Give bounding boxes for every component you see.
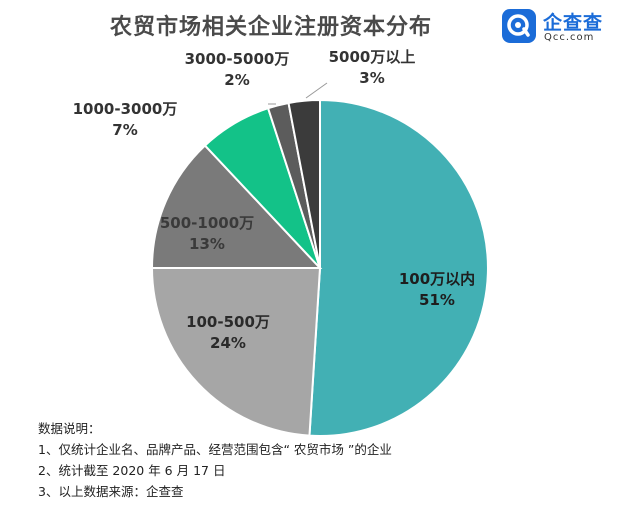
- data-notes: 数据说明： 1、仅统计企业名、品牌产品、经营范围包含“ 农贸市场 ”的企业 2、…: [38, 418, 392, 502]
- chart-title: 农贸市场相关企业注册资本分布: [110, 15, 433, 40]
- slice-percent-1: 51%: [419, 291, 455, 309]
- slice-label-2: 100-500万: [186, 313, 270, 331]
- slice-label-6: 5000万以上: [329, 48, 416, 66]
- pie-slice-1: [308, 98, 489, 437]
- pie-slice-6: [287, 98, 321, 269]
- leader-line-6: [305, 82, 328, 99]
- slice-label-4: 1000-3000万: [73, 100, 178, 118]
- pie-slice-3: [150, 144, 323, 269]
- qcc-logo: 企查查 Qcc.com: [497, 6, 637, 48]
- slice-label-3: 500-1000万: [160, 214, 254, 232]
- qcc-logo-icon: [502, 9, 536, 43]
- slice-percent-5: 2%: [224, 71, 249, 89]
- logo-sub: Qcc.com: [544, 32, 595, 43]
- slice-percent-3: 13%: [189, 235, 225, 253]
- note-line-3: 3、以上数据来源：企查查: [38, 484, 184, 499]
- slice-percent-2: 24%: [210, 334, 246, 352]
- notes-heading: 数据说明：: [38, 421, 101, 436]
- slice-percent-6: 3%: [359, 69, 384, 87]
- logo-name: 企查查: [543, 12, 604, 34]
- note-line-1: 1、仅统计企业名、品牌产品、经营范围包含“ 农贸市场 ”的企业: [38, 442, 392, 457]
- note-line-2: 2、统计截至 2020 年 6 月 17 日: [38, 463, 226, 478]
- slice-label-1: 100万以内: [399, 270, 475, 288]
- slice-label-5: 3000-5000万: [185, 50, 290, 68]
- slice-percent-4: 7%: [112, 121, 137, 139]
- pie-slice-2: [150, 267, 322, 437]
